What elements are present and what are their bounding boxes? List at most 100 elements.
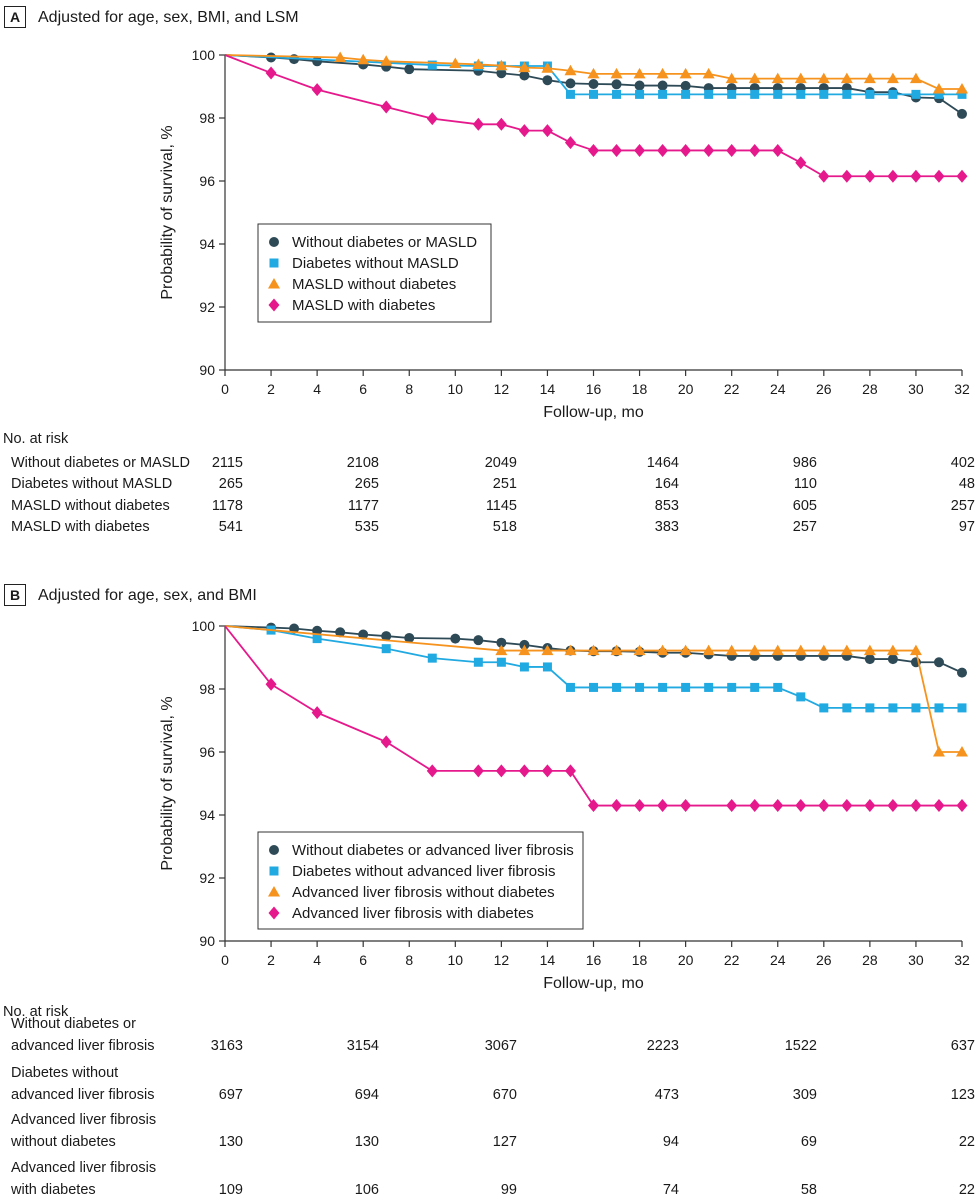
risk-value: 605 — [793, 498, 817, 514]
risk-row: Diabetes without advanced liver fibrosis 6… — [11, 1065, 975, 1103]
data-point — [334, 51, 347, 63]
risk-value: 130 — [355, 1134, 379, 1150]
data-point — [703, 143, 715, 157]
data-point — [473, 635, 484, 646]
data-point — [380, 735, 392, 749]
risk-row: Advanced liver fibrosis with diabetes 109 1… — [10, 1160, 975, 1198]
data-point — [658, 682, 668, 692]
data-point — [957, 703, 967, 713]
data-point — [495, 764, 507, 778]
data-point — [381, 631, 392, 642]
panel-badge-letter: B — [10, 587, 20, 603]
data-point — [381, 644, 391, 654]
data-point — [842, 89, 852, 99]
data-point — [657, 143, 669, 157]
risk-row-label: with diabetes — [10, 1182, 96, 1198]
x-tick-label: 28 — [862, 952, 878, 968]
legend-item: Without diabetes or advanced liver fibro… — [269, 842, 574, 859]
legend-label: Without diabetes or MASLD — [292, 234, 477, 251]
data-point — [519, 662, 529, 672]
data-point — [933, 169, 945, 183]
series-0 — [224, 52, 967, 119]
risk-value: 69 — [801, 1134, 817, 1150]
data-point — [472, 764, 484, 778]
data-point — [427, 653, 437, 663]
x-tick-label: 26 — [816, 952, 832, 968]
risk-row-label: MASLD without diabetes — [11, 498, 170, 514]
x-tick-label: 6 — [359, 381, 367, 397]
risk-value: 265 — [219, 476, 243, 492]
data-point — [749, 143, 761, 157]
data-point — [863, 72, 876, 84]
data-point — [773, 682, 783, 692]
data-point — [634, 799, 646, 813]
data-point — [472, 117, 484, 131]
x-tick-label: 4 — [313, 952, 321, 968]
risk-row: Diabetes without MASLD 265 265 251 164 110 48 — [11, 476, 975, 492]
data-point — [541, 62, 554, 73]
series-2 — [224, 625, 968, 757]
data-point — [610, 644, 623, 656]
data-point — [863, 644, 876, 656]
data-point — [380, 55, 393, 66]
x-tick-label: 20 — [678, 952, 694, 968]
legend-label: Without diabetes or advanced liver fibro… — [292, 842, 574, 859]
x-tick-label: 0 — [221, 381, 229, 397]
data-point — [518, 124, 530, 138]
risk-value: 2223 — [647, 1038, 679, 1054]
data-point — [426, 764, 438, 778]
x-tick-label: 24 — [770, 952, 786, 968]
data-point — [864, 799, 876, 813]
risk-value: 670 — [493, 1087, 517, 1103]
y-tick-label: 98 — [199, 681, 215, 697]
data-point — [564, 64, 577, 76]
data-point — [841, 169, 853, 183]
data-point — [564, 644, 577, 656]
data-point — [542, 662, 552, 672]
x-tick-label: 16 — [586, 381, 602, 397]
data-point — [934, 703, 944, 713]
y-tick-label: 92 — [199, 870, 215, 886]
data-point — [750, 682, 760, 692]
data-point — [956, 83, 968, 94]
data-point — [495, 59, 508, 71]
data-point — [933, 799, 945, 813]
risk-value: 127 — [493, 1134, 517, 1150]
data-point — [587, 644, 600, 656]
data-point — [311, 706, 323, 720]
data-point — [864, 169, 876, 183]
risk-value: 257 — [793, 519, 817, 535]
risk-value: 637 — [951, 1038, 975, 1054]
data-point — [426, 112, 438, 126]
risk-row-label: Advanced liver fibrosis — [11, 1112, 156, 1128]
data-point — [541, 124, 553, 138]
data-point — [771, 644, 784, 656]
data-point — [909, 72, 922, 84]
data-point — [910, 799, 922, 813]
data-point — [679, 67, 692, 79]
risk-value: 94 — [663, 1134, 679, 1150]
x-tick-label: 8 — [405, 381, 413, 397]
risk-value: 3163 — [211, 1038, 243, 1054]
data-point — [748, 644, 761, 656]
data-point — [956, 169, 968, 183]
data-point — [796, 692, 806, 702]
data-point — [633, 67, 646, 79]
data-point — [911, 703, 921, 713]
x-tick-label: 30 — [908, 952, 924, 968]
data-point — [909, 644, 922, 656]
risk-value: 99 — [501, 1182, 517, 1198]
data-point — [518, 644, 531, 656]
risk-row-label: advanced liver fibrosis — [11, 1038, 154, 1054]
data-point — [865, 703, 875, 713]
risk-value: 3067 — [485, 1038, 517, 1054]
data-point — [795, 156, 807, 170]
risk-value: 1178 — [212, 498, 243, 514]
data-point — [911, 89, 921, 99]
data-point — [749, 799, 761, 813]
x-tick-label: 8 — [405, 952, 413, 968]
data-point — [495, 644, 508, 656]
data-point — [725, 644, 738, 656]
data-point — [818, 799, 830, 813]
